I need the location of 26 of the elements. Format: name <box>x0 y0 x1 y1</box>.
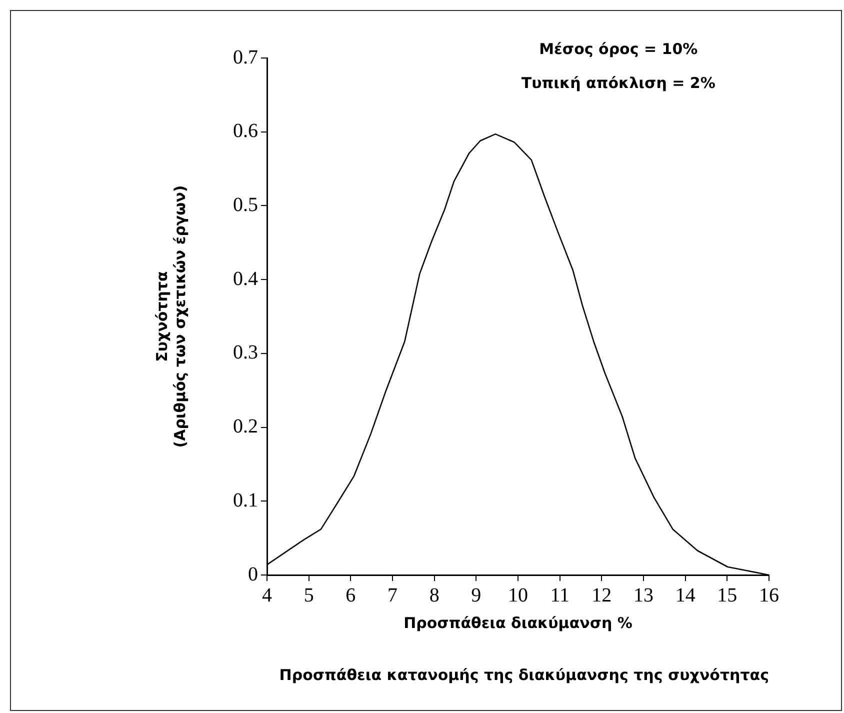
x-tick-label: 12 <box>592 584 612 606</box>
x-tick-label: 10 <box>508 584 528 606</box>
y-axis-title: Συχνότητα (Αριθμός των σχετικών έργων) <box>152 185 189 448</box>
x-tick-label: 14 <box>675 584 696 606</box>
x-tick-label: 11 <box>550 584 570 606</box>
x-tick-label: 9 <box>471 584 482 606</box>
x-tick-label: 6 <box>346 584 356 606</box>
y-tick-label: 0.1 <box>233 489 258 512</box>
text: Προσπάθεια κατανομής της διακύμανσης της συχνότητας <box>279 666 769 684</box>
x-tick-label: 7 <box>388 584 398 606</box>
x-axis-title: Προσπάθεια διακύμανση % <box>404 614 632 632</box>
y-tick-label: 0.2 <box>233 416 258 438</box>
x-tick-label: 5 <box>304 584 314 606</box>
x-tick-label: 16 <box>759 584 779 606</box>
x-tick-label: 15 <box>717 584 738 606</box>
x-tick-label: 13 <box>634 584 654 606</box>
y-tick-label: 0.5 <box>233 194 258 216</box>
annotation: Τυπική απόκλιση = 2% <box>521 74 716 92</box>
y-tick-label: 0.4 <box>233 268 258 290</box>
y-tick-label: 0.7 <box>233 46 258 68</box>
x-tick-label: 8 <box>429 584 440 606</box>
text: Μέσος όρος = 10% <box>539 40 698 58</box>
y-tick-label: 0.6 <box>233 120 258 142</box>
y-tick-label: 0 <box>248 563 258 586</box>
x-tick-label: 4 <box>262 584 272 606</box>
y-tick-label: 0.3 <box>233 342 258 364</box>
